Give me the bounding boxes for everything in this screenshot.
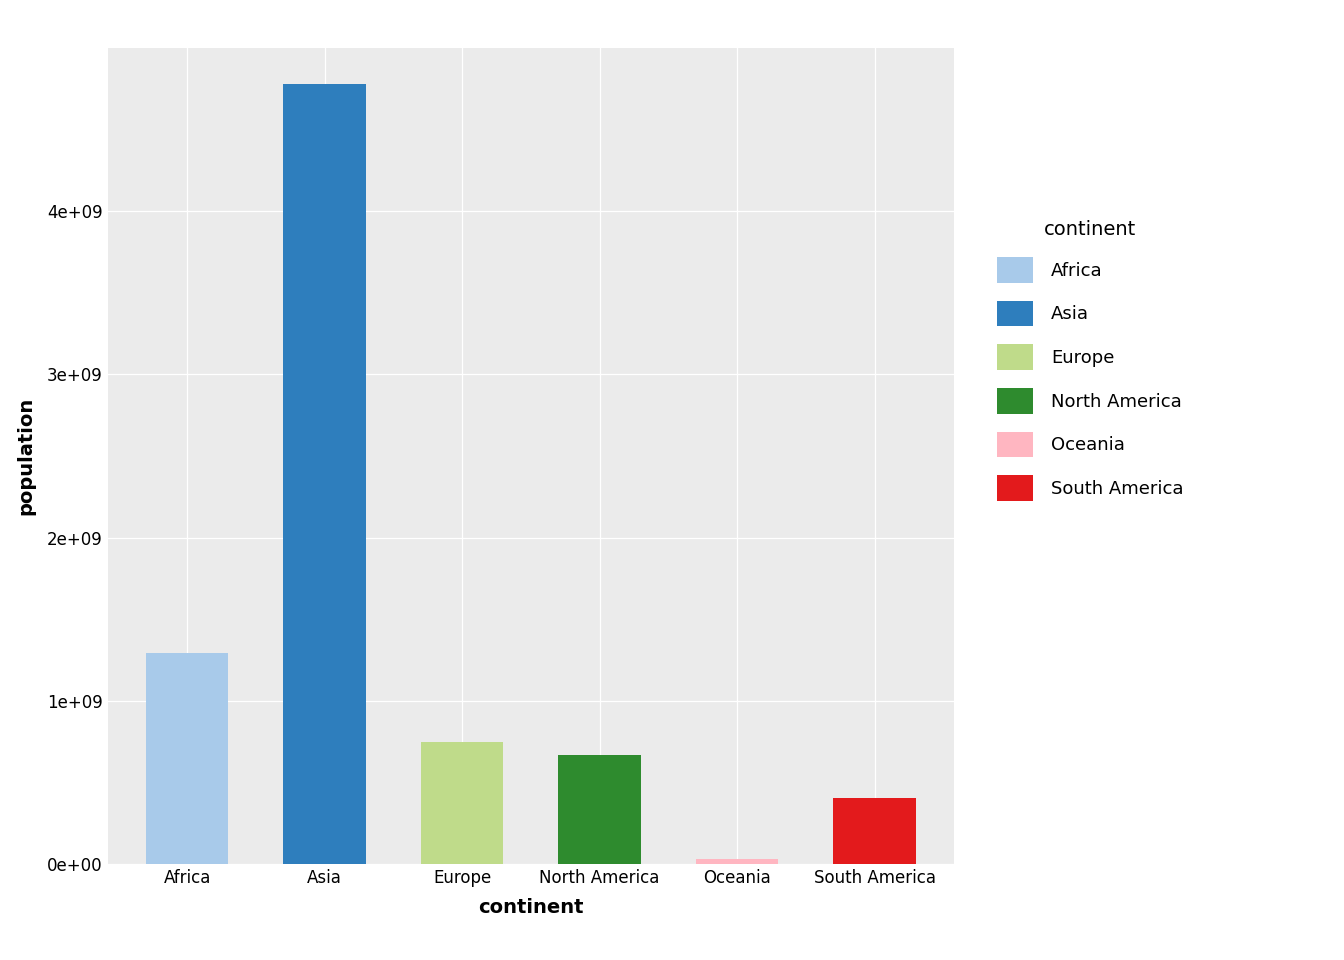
Bar [558, 755, 641, 864]
Legend: Africa, Asia, Europe, North America, Oceania, South America: Africa, Asia, Europe, North America, Oce… [997, 220, 1184, 501]
Bar [284, 84, 366, 864]
Y-axis label: population: population [16, 396, 36, 516]
Bar [421, 742, 504, 864]
Bar [146, 654, 228, 864]
Bar [833, 798, 915, 864]
Bar [696, 858, 778, 864]
X-axis label: continent: continent [478, 898, 583, 917]
